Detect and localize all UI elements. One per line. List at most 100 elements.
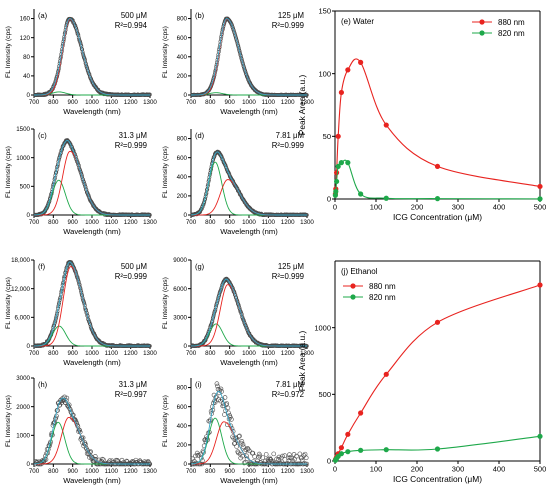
panel-a-x-tick-label: 700 bbox=[29, 99, 40, 106]
panel-j-data-point bbox=[537, 433, 543, 439]
panel-h-x-tick-label: 1200 bbox=[124, 468, 138, 475]
panel-i-data-point bbox=[222, 395, 228, 400]
panel-e-data-point bbox=[335, 163, 341, 170]
panel-a-x-tick-label: 1200 bbox=[124, 99, 138, 106]
panel-j-x-axis-title: ICG Concentration (μM) bbox=[393, 474, 482, 484]
panel-d-data-point bbox=[223, 163, 228, 167]
panel-i-data-point bbox=[256, 451, 262, 457]
panel-e-legend-label: 880 nm bbox=[498, 18, 525, 27]
panel-e-data-point bbox=[358, 191, 364, 197]
panel-c-x-tick-label: 800 bbox=[48, 219, 59, 226]
panel-j-data-point bbox=[358, 447, 364, 453]
panel-d-y-tick-label: 600 bbox=[177, 155, 188, 162]
panel-i-data-point bbox=[282, 453, 288, 459]
panel-i-data-point bbox=[240, 442, 246, 447]
panel-e-y-tick-label: 50 bbox=[323, 132, 331, 141]
panel-h-y-axis-title: FL Intensity (cps) bbox=[5, 395, 12, 447]
panel-g-data-points bbox=[190, 276, 309, 348]
panel-i-y-tick-label: 600 bbox=[177, 404, 188, 411]
panel-b-data-point bbox=[245, 75, 250, 80]
panel-c-x-axis-title: Wavelength (nm) bbox=[63, 227, 121, 236]
panel-j-data-point bbox=[345, 431, 351, 437]
panel-e-x-tick-label: 200 bbox=[411, 203, 424, 212]
panel-f-label: (f) bbox=[38, 262, 46, 271]
panel-a-y-tick-label: 40 bbox=[23, 73, 30, 80]
panel-i-data-point bbox=[280, 453, 285, 459]
panel-c-concentration-label: 31.3 μM bbox=[119, 131, 147, 140]
panel-e-data-point bbox=[338, 89, 344, 96]
panel-c-y-tick-label: 0 bbox=[27, 212, 31, 219]
panel-i-data-point bbox=[247, 448, 252, 454]
panel-g-y-tick-label: 0 bbox=[184, 343, 188, 350]
panel-j-legend-label: 880 nm bbox=[369, 282, 396, 291]
panel-g-x-tick-label: 1000 bbox=[242, 350, 256, 357]
panel-g: 700 800 900 1000 1100 1200 1300 0 3000 6000 9000 Wa… bbox=[162, 257, 314, 367]
panel-b-x-tick-label: 700 bbox=[186, 99, 197, 106]
panel-d-r2-label: R²=0.999 bbox=[272, 141, 304, 150]
panel-d-y-axis-title: FL Intensity (cps) bbox=[162, 146, 169, 198]
panel-a-data-point bbox=[89, 76, 94, 81]
panel-i-data-point bbox=[244, 453, 249, 459]
panel-i: 700 800 900 1000 1100 1200 1300 0 200 400 600 800 Wa… bbox=[162, 378, 314, 485]
panel-d-data-point bbox=[227, 172, 232, 177]
panel-f: 700 800 900 1000 1100 1200 1300 0 6,000 12,000 18,… bbox=[5, 257, 157, 367]
panel-f-concentration-label: 500 μM bbox=[121, 262, 147, 271]
panel-e-x-tick-label: 500 bbox=[534, 203, 547, 212]
panel-j-legend-marker bbox=[350, 294, 356, 300]
panel-i-y-tick-label: 200 bbox=[177, 442, 188, 449]
panel-i-data-point bbox=[303, 455, 309, 461]
panel-j-series-820-nm bbox=[332, 433, 543, 463]
panel-j-x-tick-label: 0 bbox=[333, 465, 337, 474]
panel-g-x-axis-title: Wavelength (nm) bbox=[220, 358, 278, 367]
panel-e-data-point bbox=[334, 170, 340, 176]
panel-c-x-tick-label: 1100 bbox=[105, 219, 119, 226]
panel-e-data-point bbox=[335, 133, 341, 139]
panel-c-y-tick-label: 1000 bbox=[16, 155, 30, 162]
panel-e-legend-label: 820 nm bbox=[498, 29, 525, 38]
panel-f-fit-total-curve bbox=[33, 261, 150, 347]
panel-i-data-point bbox=[276, 454, 282, 460]
panel-i-concentration-label: 7.81 μM bbox=[276, 380, 304, 389]
panel-b-data-point bbox=[243, 70, 248, 74]
panel-a-y-tick-label: 0 bbox=[27, 92, 31, 99]
panel-i-data-point bbox=[224, 401, 230, 406]
panel-d-y-tick-label: 200 bbox=[177, 193, 188, 200]
panel-h-data-point bbox=[67, 406, 73, 412]
panel-f-x-axis-title: Wavelength (nm) bbox=[63, 358, 121, 367]
panel-h-data-point bbox=[39, 458, 45, 464]
panel-e-data-point bbox=[434, 163, 441, 170]
panel-g-x-tick-label: 700 bbox=[186, 350, 197, 357]
panel-j-data-point bbox=[338, 445, 344, 451]
panel-d-y-tick-label: 400 bbox=[177, 174, 188, 181]
panel-d-data-point bbox=[236, 189, 241, 194]
panel-a-y-axis-title: FL Intensity (cps) bbox=[5, 26, 12, 78]
panel-f-x-tick-label: 1000 bbox=[85, 350, 99, 357]
panel-i-x-tick-label: 1000 bbox=[242, 468, 256, 475]
panel-i-data-point bbox=[299, 455, 304, 461]
panel-i-data-point bbox=[285, 455, 291, 461]
panel-j-y-tick-label: 0 bbox=[327, 457, 331, 466]
panel-f-y-axis-title: FL Intensity (cps) bbox=[5, 277, 12, 329]
panel-f-x-tick-label: 1200 bbox=[124, 350, 138, 357]
panel-e-label: (e) Water bbox=[341, 17, 374, 26]
panel-e-x-axis-title: ICG Concentration (μM) bbox=[393, 212, 482, 222]
panel-a-data-point bbox=[73, 25, 78, 30]
panel-j-y-tick-label: 500 bbox=[318, 390, 331, 399]
panel-e-x-tick-label: 300 bbox=[452, 203, 465, 212]
panel-i-data-point bbox=[212, 400, 218, 405]
panel-i-r2-label: R²=0.972 bbox=[272, 390, 304, 399]
panel-f-y-tick-label: 12,000 bbox=[11, 286, 30, 293]
panel-b-label: (b) bbox=[195, 11, 205, 20]
panel-b-y-tick-label: 0 bbox=[184, 92, 188, 99]
panel-a-x-tick-label: 800 bbox=[48, 99, 59, 106]
panel-i-y-tick-label: 800 bbox=[177, 385, 188, 392]
panel-h-data-point bbox=[68, 407, 73, 413]
panel-c-y-tick-label: 1500 bbox=[16, 126, 30, 133]
panel-c-x-tick-label: 1200 bbox=[124, 219, 138, 226]
panel-h-y-tick-label: 0 bbox=[27, 461, 31, 468]
panel-a-data-point bbox=[75, 29, 79, 34]
panel-f-y-tick-label: 0 bbox=[27, 343, 31, 350]
panel-g-data-point bbox=[203, 337, 208, 342]
panel-f-y-tick-label: 6,000 bbox=[15, 315, 31, 322]
panel-i-data-point bbox=[198, 455, 204, 461]
